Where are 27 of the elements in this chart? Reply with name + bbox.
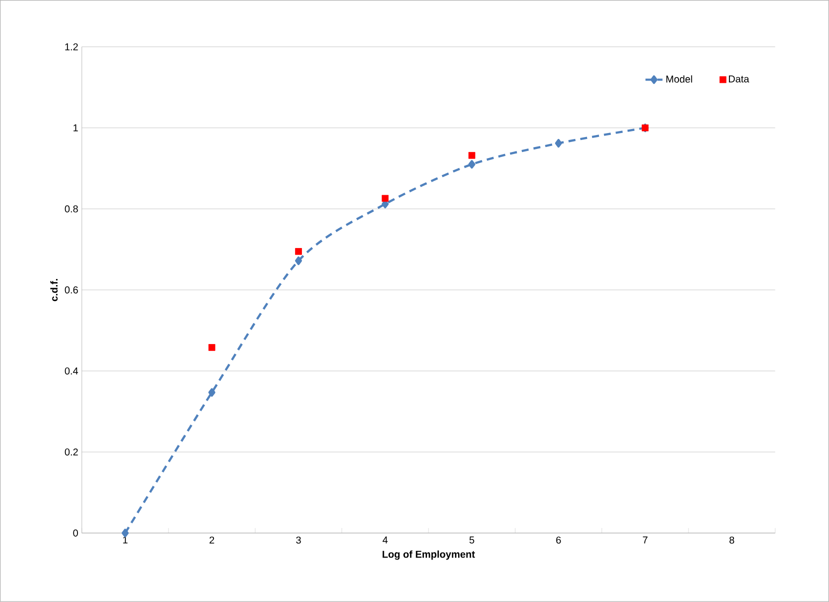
y-tick-label: 0.6: [64, 286, 78, 294]
point: [382, 195, 389, 202]
point: [468, 160, 476, 169]
y-axis-title: c.d.f.: [50, 279, 58, 302]
legend-label: Data: [728, 76, 750, 83]
x-tick-label: 3: [296, 536, 301, 544]
point: [295, 256, 302, 266]
point: [295, 248, 302, 255]
y-tick-label: 0: [73, 530, 78, 537]
x-tick-label: 4: [382, 536, 388, 544]
x-tick-label: 2: [210, 536, 214, 544]
x-axis-title: Log of Employment: [382, 550, 475, 560]
x-tick-label: 6: [556, 536, 561, 544]
point: [555, 139, 562, 148]
point: [468, 152, 476, 159]
y-tick-label: 0.8: [64, 205, 78, 212]
point: [208, 344, 216, 351]
y-tick-label: 0.4: [64, 368, 78, 375]
y-tick-label: 0.2: [64, 448, 78, 456]
x-tick-label: 8: [730, 536, 734, 544]
point: [122, 528, 129, 538]
x-tick-label: 5: [469, 536, 474, 544]
y-tick-label: 1.2: [65, 43, 78, 50]
legend-label: Model: [666, 75, 692, 83]
y-tick-label: 1: [74, 124, 78, 132]
x-tick-label: 7: [642, 536, 648, 544]
point: [208, 388, 216, 397]
